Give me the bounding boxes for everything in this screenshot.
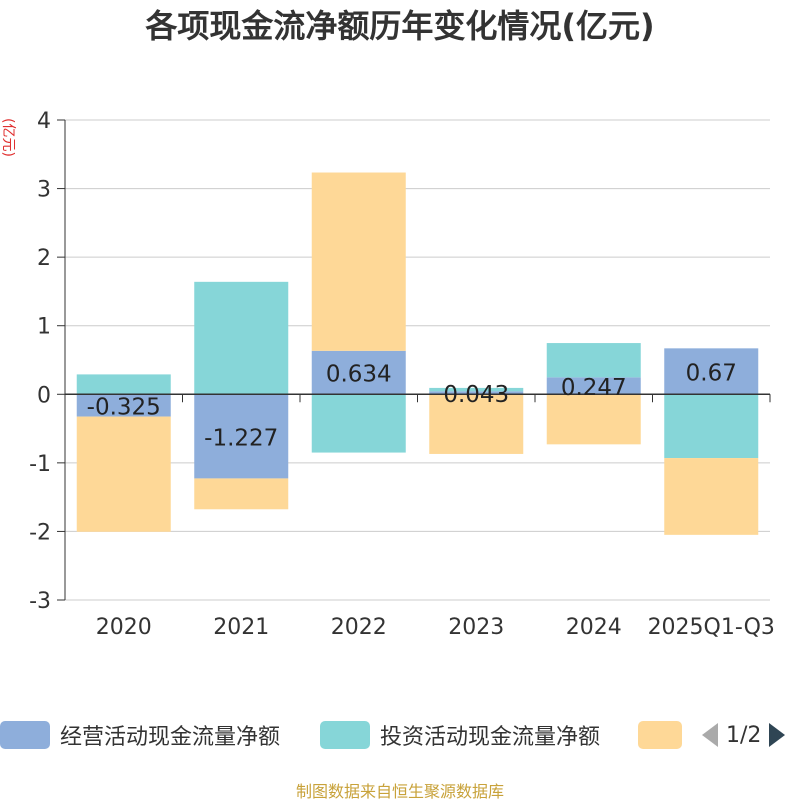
- y-tick-label: -2: [29, 520, 51, 545]
- data-label-2022: 0.634: [326, 362, 392, 388]
- bar-2-2020: [76, 374, 171, 395]
- legend-label-investing: 投资活动现金流量净额: [380, 725, 601, 750]
- legend-label-operating: 经营活动现金流量净额: [60, 725, 281, 750]
- x-tick-label-2025Q1-Q3: 2025Q1-Q3: [648, 615, 775, 640]
- bar-1-2024: [546, 377, 641, 395]
- legend-pager: 1/2: [700, 718, 787, 752]
- bar-3-2023: [429, 394, 524, 454]
- data-label-2021: -1.227: [204, 425, 278, 451]
- bar-3-2021: [194, 478, 289, 510]
- bar-2-2023: [429, 387, 524, 392]
- source-note: 制图数据来自恒生聚源数据库: [295, 782, 504, 801]
- bar-2-2021: [194, 281, 289, 395]
- bar-3-2020: [76, 416, 171, 532]
- bar-1-2021: [194, 394, 289, 479]
- data-label-2020: -0.325: [87, 394, 161, 420]
- bar-1-2020: [76, 394, 171, 417]
- legend-item-financing[interactable]: [638, 718, 682, 752]
- y-tick-label: 3: [37, 178, 51, 203]
- legend-page-indicator: 1/2: [726, 722, 762, 748]
- legend-swatch-investing: [320, 721, 370, 749]
- bar-2-2022: [311, 394, 406, 453]
- x-tick-label-2024: 2024: [566, 615, 622, 640]
- legend-item-operating[interactable]: 经营活动现金流量净额: [0, 718, 280, 752]
- bar-3-2024: [546, 394, 641, 445]
- x-tick-label-2022: 2022: [331, 615, 387, 640]
- y-tick-label: 0: [37, 383, 51, 408]
- x-tick-label-2021: 2021: [213, 615, 269, 640]
- x-tick-label-2020: 2020: [96, 615, 152, 640]
- bar-3-2025Q1-Q3: [664, 458, 759, 535]
- chevron-right-icon[interactable]: [767, 721, 787, 749]
- data-label-2024: 0.247: [561, 375, 627, 401]
- y-tick-label: -1: [29, 452, 51, 477]
- y-tick-label: 4: [37, 109, 51, 134]
- bar-2-2024: [546, 343, 641, 378]
- y-tick-label: -3: [29, 589, 51, 614]
- x-tick-label-2023: 2023: [448, 615, 504, 640]
- bar-1-2025Q1-Q3: [664, 348, 759, 395]
- legend-swatch-operating: [0, 721, 50, 749]
- legend-item-investing[interactable]: 投资活动现金流量净额: [320, 718, 600, 752]
- y-tick-label: 2: [37, 246, 51, 271]
- bar-1-2022: [311, 350, 406, 395]
- data-label-2023: 0.043: [443, 382, 509, 408]
- bar-3-2022: [311, 172, 406, 351]
- data-label-2025Q1-Q3: 0.67: [686, 360, 737, 386]
- chart-title: 各项现金流净额历年变化情况(亿元): [145, 7, 655, 45]
- chevron-left-icon[interactable]: [700, 721, 720, 749]
- bar-1-2023: [429, 391, 524, 395]
- y-tick-label: 1: [37, 315, 51, 340]
- y-axis-label: (亿元): [0, 118, 16, 157]
- bar-2-2025Q1-Q3: [664, 394, 759, 459]
- legend-swatch-financing: [638, 721, 682, 749]
